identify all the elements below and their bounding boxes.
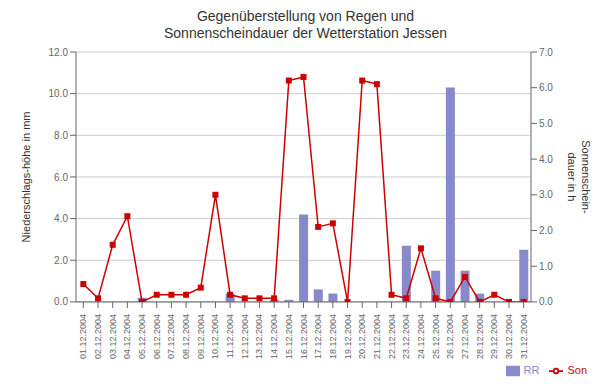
svg-text:03.12.2004: 03.12.2004 — [108, 314, 118, 359]
svg-text:11.12.2004: 11.12.2004 — [225, 314, 235, 358]
svg-text:01.12.2004: 01.12.2004 — [78, 314, 88, 359]
svg-text:8.0: 8.0 — [54, 130, 68, 141]
svg-text:Sonnenschein-dauer in h: Sonnenschein-dauer in h — [566, 140, 591, 214]
svg-text:6.0: 6.0 — [54, 172, 68, 183]
svg-text:30.12.2004: 30.12.2004 — [504, 314, 514, 359]
svg-text:26.12.2004: 26.12.2004 — [445, 314, 455, 359]
svg-text:13.12.2004: 13.12.2004 — [254, 314, 264, 359]
svg-text:20.12.2004: 20.12.2004 — [357, 314, 367, 359]
html-text:Sonnenscheindauer der Wetterst: Sonnenscheindauer der Wetterstation Jess… — [164, 25, 447, 41]
svg-text:23.12.2004: 23.12.2004 — [401, 314, 411, 359]
svg-text:0.0: 0.0 — [54, 296, 68, 307]
html-text:Gegenüberstellung von Regen un: Gegenüberstellung von Regen und — [196, 8, 415, 24]
svg-text:2.0: 2.0 — [54, 255, 68, 266]
svg-text:19.12.2004: 19.12.2004 — [343, 314, 353, 359]
svg-text:04.12.2004: 04.12.2004 — [122, 314, 132, 359]
svg-text:4.0: 4.0 — [54, 213, 68, 224]
svg-text:29.12.2004: 29.12.2004 — [489, 314, 499, 359]
svg-text:18.12.2004: 18.12.2004 — [328, 314, 338, 359]
svg-text:4.0: 4.0 — [539, 154, 553, 165]
svg-text:14.12.2004: 14.12.2004 — [269, 314, 279, 359]
svg-text:05.12.2004: 05.12.2004 — [137, 314, 147, 359]
html-text:RR: RR — [523, 363, 540, 376]
svg-text:7.0: 7.0 — [539, 47, 553, 58]
svg-text:12.0: 12.0 — [49, 47, 69, 58]
svg-text:27.12.2004: 27.12.2004 — [460, 314, 470, 359]
svg-text:6.0: 6.0 — [539, 82, 553, 93]
svg-text:12.12.2004: 12.12.2004 — [240, 314, 250, 359]
svg-text:Niederschlags-höhe in mm: Niederschlags-höhe in mm — [20, 112, 32, 243]
svg-text:24.12.2004: 24.12.2004 — [416, 314, 426, 359]
svg-text:5.0: 5.0 — [539, 118, 553, 129]
svg-text:31.12.2004: 31.12.2004 — [519, 314, 529, 359]
svg-text:2.0: 2.0 — [539, 225, 553, 236]
svg-text:1.0: 1.0 — [539, 261, 553, 272]
svg-text:28.12.2004: 28.12.2004 — [475, 314, 485, 359]
svg-text:10.0: 10.0 — [49, 88, 69, 99]
svg-text:15.12.2004: 15.12.2004 — [284, 314, 294, 359]
svg-text:16.12.2004: 16.12.2004 — [299, 314, 309, 359]
svg-text:10.12.2004: 10.12.2004 — [210, 314, 220, 359]
svg-text:22.12.2004: 22.12.2004 — [387, 314, 397, 359]
svg-text:06.12.2004: 06.12.2004 — [152, 314, 162, 359]
svg-text:25.12.2004: 25.12.2004 — [431, 314, 441, 359]
svg-text:17.12.2004: 17.12.2004 — [313, 314, 323, 359]
svg-text:08.12.2004: 08.12.2004 — [181, 314, 191, 359]
svg-text:02.12.2004: 02.12.2004 — [93, 314, 103, 359]
svg-text:3.0: 3.0 — [539, 189, 553, 200]
svg-text:09.12.2004: 09.12.2004 — [196, 314, 206, 359]
svg-text:0.0: 0.0 — [539, 296, 553, 307]
html-text:Son: Son — [567, 363, 587, 376]
svg-text:21.12.2004: 21.12.2004 — [372, 314, 382, 359]
svg-text:07.12.2004: 07.12.2004 — [166, 314, 176, 359]
